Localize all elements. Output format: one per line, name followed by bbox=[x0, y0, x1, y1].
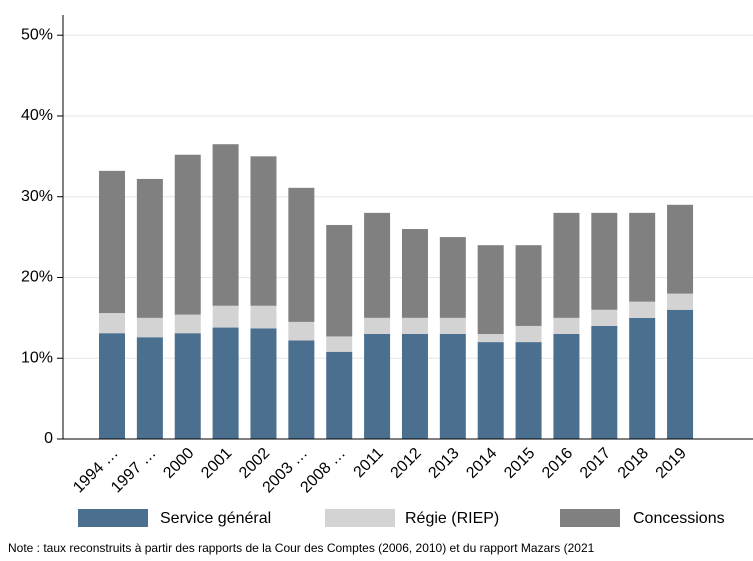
bar-segment bbox=[136, 317, 163, 338]
bar-segment bbox=[591, 325, 618, 439]
bar-segment bbox=[629, 212, 656, 302]
bar-segment bbox=[629, 301, 656, 318]
x-tick-label: 2018 bbox=[615, 445, 652, 482]
bar-segment bbox=[667, 309, 694, 439]
x-tick-label: 2001 bbox=[198, 445, 235, 482]
bar-segment bbox=[667, 204, 694, 294]
bar-segment bbox=[250, 328, 277, 439]
legend-label: Service général bbox=[160, 510, 271, 527]
legend-label: Concessions bbox=[633, 510, 725, 527]
bar-segment bbox=[515, 325, 542, 343]
y-tick-label: 10% bbox=[21, 349, 53, 366]
bar-segment bbox=[439, 237, 466, 318]
bar-segment bbox=[515, 342, 542, 439]
bar-segment bbox=[439, 334, 466, 439]
bar-segment bbox=[212, 305, 239, 328]
x-tick-label: 2019 bbox=[653, 445, 690, 482]
bar-segment bbox=[553, 317, 580, 335]
x-tick-label: 2016 bbox=[539, 445, 576, 482]
bar-segment bbox=[99, 333, 125, 439]
bar-segment bbox=[288, 340, 315, 439]
x-tick-label: 2011 bbox=[351, 445, 387, 481]
bar-segment bbox=[439, 317, 466, 335]
y-tick-label: 0 bbox=[44, 430, 53, 447]
bar-segment bbox=[629, 317, 656, 439]
x-tick-label: 2012 bbox=[388, 445, 425, 482]
bar-segment bbox=[591, 309, 618, 326]
x-tick-label: 2014 bbox=[463, 445, 500, 482]
bar-segment bbox=[326, 224, 353, 337]
bar-segment bbox=[326, 351, 353, 439]
bar-segment bbox=[250, 156, 277, 306]
x-tick-label: 2015 bbox=[501, 445, 538, 482]
x-tick-label: 2013 bbox=[425, 445, 462, 482]
x-tick-label: 2000 bbox=[160, 445, 197, 482]
bar-segment bbox=[591, 212, 618, 310]
bar-segment bbox=[99, 313, 125, 334]
bar-segment bbox=[250, 305, 277, 329]
bar-segment bbox=[477, 342, 504, 439]
bar-segment bbox=[212, 327, 239, 439]
x-tick-label: 2017 bbox=[577, 445, 614, 482]
bar-segment bbox=[515, 245, 542, 326]
bar-segment bbox=[401, 229, 428, 318]
bar-segment bbox=[99, 170, 125, 314]
bar-segment bbox=[364, 334, 391, 439]
bar-segment bbox=[212, 144, 239, 306]
legend-label: Régie (RIEP) bbox=[405, 510, 499, 527]
bar-segment bbox=[553, 334, 580, 439]
legend-swatch bbox=[78, 509, 148, 527]
bar-segment bbox=[288, 187, 315, 322]
bar-segment bbox=[288, 321, 315, 341]
bar-segment bbox=[401, 317, 428, 335]
bar-segment bbox=[326, 336, 353, 352]
bar-segment bbox=[477, 245, 504, 335]
bar-segment bbox=[667, 293, 694, 310]
y-tick-label: 30% bbox=[21, 188, 53, 205]
y-tick-label: 20% bbox=[21, 269, 53, 286]
bar-segment bbox=[136, 178, 163, 318]
chart-note: Note : taux reconstruits à partir des ra… bbox=[8, 541, 595, 555]
bar-segment bbox=[136, 337, 163, 439]
legend-swatch bbox=[325, 509, 395, 527]
legend-swatch bbox=[560, 509, 620, 527]
y-tick-label: 40% bbox=[21, 107, 53, 124]
bar-segment bbox=[174, 154, 201, 315]
bar-segment bbox=[174, 333, 201, 439]
bar-segment bbox=[477, 334, 504, 343]
bar-segment bbox=[401, 334, 428, 439]
bar-segment bbox=[553, 212, 580, 318]
bar-segment bbox=[364, 212, 391, 318]
y-tick-label: 50% bbox=[21, 26, 53, 43]
bar-segment bbox=[364, 317, 391, 335]
bar-segment bbox=[174, 314, 201, 334]
